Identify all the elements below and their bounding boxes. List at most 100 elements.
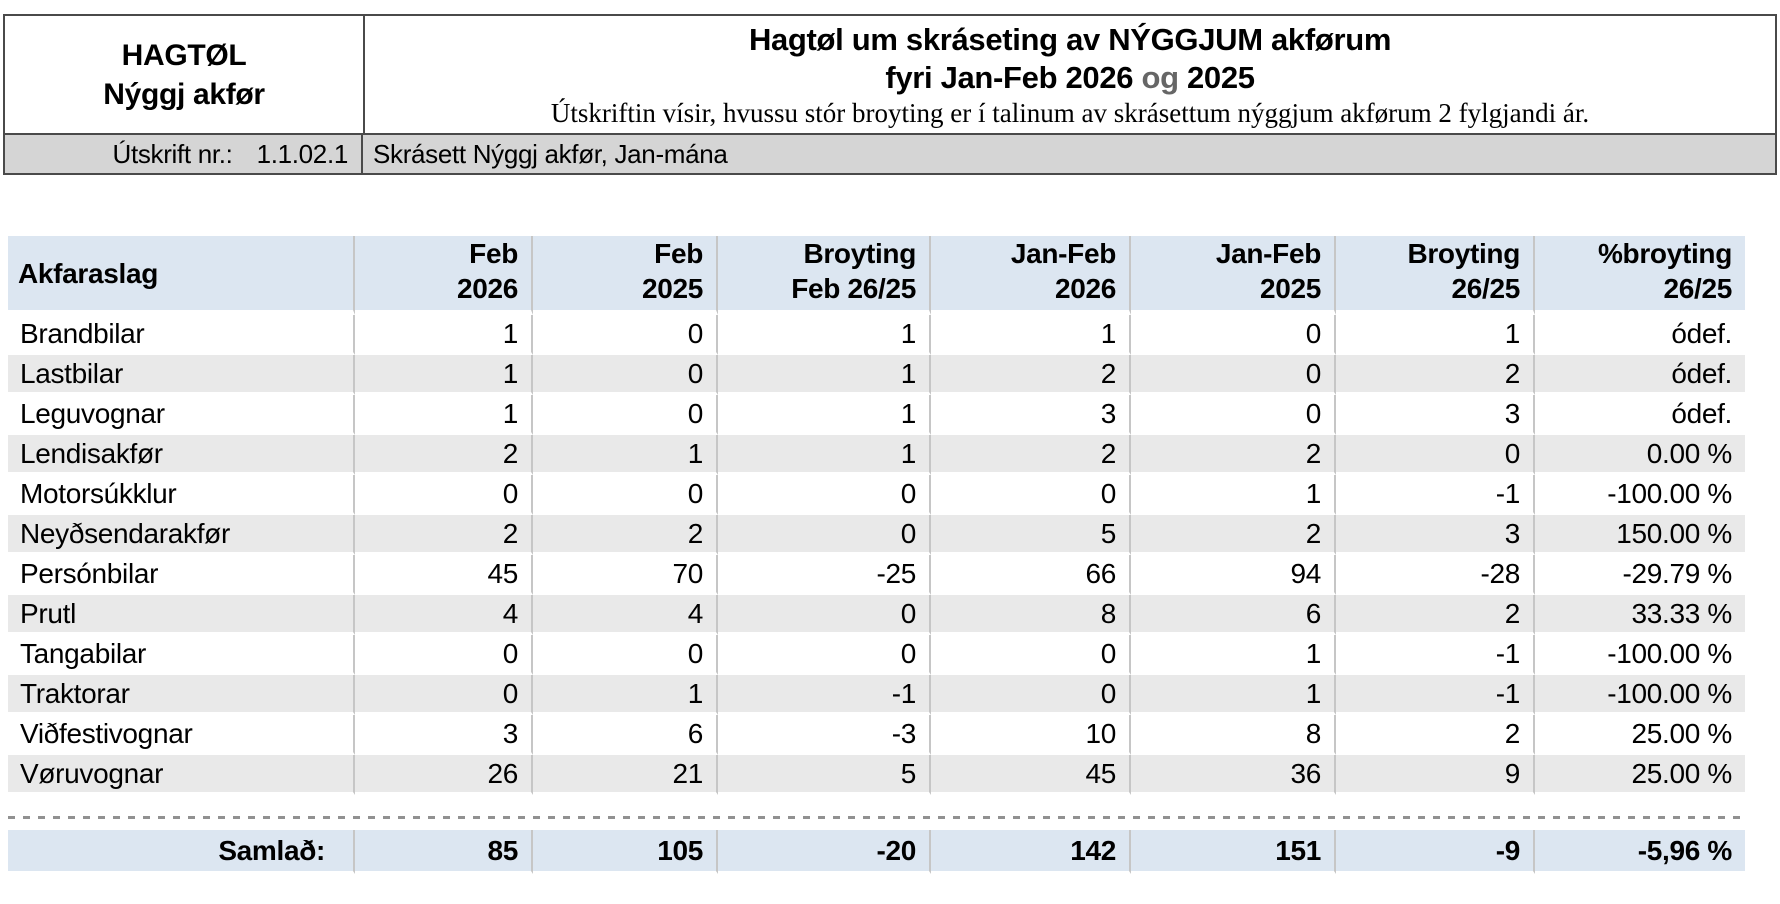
report-description: Útskriftin vísir, hvussu stór broyting e… — [550, 98, 1590, 128]
column-header-broyting-feb: Broyting Feb 26/25 — [718, 236, 931, 315]
table-cell: 0 — [1131, 315, 1336, 355]
table-cell: 25.00 % — [1535, 755, 1745, 795]
table-cell: 0 — [718, 475, 931, 515]
table-cell: 26 — [355, 755, 533, 795]
table-cell: -28 — [1336, 555, 1535, 595]
table-cell: 1 — [718, 315, 931, 355]
table-cell: -100.00 % — [1535, 635, 1745, 675]
table-cell: -1 — [718, 675, 931, 715]
table-cell: 2 — [1336, 355, 1535, 395]
table-cell: -25 — [718, 555, 931, 595]
table-cell: 0 — [1131, 355, 1336, 395]
total-cell: -5,96 % — [1535, 830, 1745, 874]
report-subtitle: fyri Jan-Feb 2026 og 2025 — [365, 59, 1775, 96]
total-cell: 142 — [931, 830, 1131, 874]
table-cell: 0 — [1336, 435, 1535, 475]
table-cell: 0 — [718, 635, 931, 675]
table-cell: 10 — [931, 715, 1131, 755]
table-row: Prutl 4 4 0 8 6 2 33.33 % — [8, 595, 1745, 635]
table-cell: 1 — [1131, 475, 1336, 515]
column-header-broyting: Broyting 26/25 — [1336, 236, 1535, 315]
table-row: Tangabilar 0 0 0 0 1 -1 -100.00 % — [8, 635, 1745, 675]
table-cell: 3 — [931, 395, 1131, 435]
table-cell: 6 — [533, 715, 718, 755]
table-cell: 3 — [1336, 395, 1535, 435]
print-title-cell: Skrásett Nýggj akfør, Jan-mána — [363, 135, 1775, 173]
row-label: Persónbilar — [8, 555, 355, 595]
table-cell: 1 — [718, 355, 931, 395]
column-header-feb-2026: Feb 2026 — [355, 236, 533, 315]
report-title: Hagtøl um skráseting av NÝGGJUM akførum — [748, 22, 1392, 57]
table-cell: 21 — [533, 755, 718, 795]
table-row: Neyðsendarakfør 2 2 0 5 2 3 150.00 % — [8, 515, 1745, 555]
table-cell: 66 — [931, 555, 1131, 595]
table-cell: ódef. — [1535, 355, 1745, 395]
column-header-feb-2025: Feb 2025 — [533, 236, 718, 315]
table-row: Lastbilar 1 0 1 2 0 2 ódef. — [8, 355, 1745, 395]
table-cell: 0 — [533, 395, 718, 435]
table-cell: 33.33 % — [1535, 595, 1745, 635]
table-cell: 0 — [533, 635, 718, 675]
subtitle-conjunction: og — [1141, 60, 1179, 95]
table-cell: 2 — [1336, 715, 1535, 755]
report-logo-cell: HAGTØL Nýggj akfør — [5, 16, 365, 133]
table-cell: 8 — [1131, 715, 1336, 755]
table-cell: 1 — [718, 395, 931, 435]
total-cell: 105 — [533, 830, 718, 874]
table-cell: 2 — [931, 355, 1131, 395]
table-cell: -1 — [1336, 635, 1535, 675]
table-cell: 2 — [1336, 595, 1535, 635]
row-label: Tangabilar — [8, 635, 355, 675]
report-title-cell: Hagtøl um skráseting av NÝGGJUM akførum … — [365, 16, 1775, 133]
table-cell: 1 — [533, 435, 718, 475]
row-label: Vøruvognar — [8, 755, 355, 795]
table-cell: 0.00 % — [1535, 435, 1745, 475]
report-header-box: HAGTØL Nýggj akfør Hagtøl um skráseting … — [3, 14, 1777, 175]
table-cell: 0 — [718, 515, 931, 555]
print-info-bar: Útskrift nr.: 1.1.02.1 Skrásett Nýggj ak… — [5, 133, 1775, 173]
table-cell: 45 — [931, 755, 1131, 795]
table-cell: 0 — [533, 355, 718, 395]
total-separator-dashed-line — [8, 816, 1745, 819]
print-number-cell: Útskrift nr.: 1.1.02.1 — [5, 135, 363, 173]
table-cell: -29.79 % — [1535, 555, 1745, 595]
table-cell: 1 — [718, 435, 931, 475]
column-header-janfeb-2026: Jan-Feb 2026 — [931, 236, 1131, 315]
subtitle-period-prefix: fyri Jan-Feb 2026 — [885, 60, 1134, 95]
table-cell: 150.00 % — [1535, 515, 1745, 555]
table-cell: 1 — [355, 395, 533, 435]
print-number-value: 1.1.02.1 — [256, 138, 349, 169]
table-row: Motorsúkklur 0 0 0 0 1 -1 -100.00 % — [8, 475, 1745, 515]
table-cell: 0 — [931, 475, 1131, 515]
table-cell: -1 — [1336, 675, 1535, 715]
table-cell: 9 — [1336, 755, 1535, 795]
row-label: Motorsúkklur — [8, 475, 355, 515]
table-cell: -100.00 % — [1535, 475, 1745, 515]
table-cell: ódef. — [1535, 395, 1745, 435]
table-cell: 25.00 % — [1535, 715, 1745, 755]
column-header-akfaraslag: Akfaraslag — [8, 236, 355, 315]
total-row-table: Samlað: 85 105 -20 142 151 -9 -5,96 % — [8, 830, 1745, 874]
table-cell: ódef. — [1535, 315, 1745, 355]
table-row: Lendisakfør 2 1 1 2 2 0 0.00 % — [8, 435, 1745, 475]
row-label: Traktorar — [8, 675, 355, 715]
table-cell: 3 — [1336, 515, 1535, 555]
row-label: Leguvognar — [8, 395, 355, 435]
table-cell: 0 — [533, 315, 718, 355]
table-cell: 1 — [931, 315, 1131, 355]
statistics-table: Akfaraslag Feb 2026 Feb 2025 Broyting Feb 2… — [8, 236, 1745, 795]
total-label: Samlað: — [8, 830, 355, 874]
table-cell: 1 — [355, 315, 533, 355]
table-cell: 45 — [355, 555, 533, 595]
total-cell: 151 — [1131, 830, 1336, 874]
table-cell: 2 — [355, 435, 533, 475]
table-cell: 0 — [1131, 395, 1336, 435]
row-label: Prutl — [8, 595, 355, 635]
table-cell: 4 — [355, 595, 533, 635]
table-header-row: Akfaraslag Feb 2026 Feb 2025 Broyting Feb 2… — [8, 236, 1745, 315]
subtitle-period-suffix: 2025 — [1186, 60, 1255, 95]
table-cell: 2 — [931, 435, 1131, 475]
column-header-pct-broyting: %broyting 26/25 — [1535, 236, 1745, 315]
table-cell: 4 — [533, 595, 718, 635]
statistics-table-section: Akfaraslag Feb 2026 Feb 2025 Broyting Feb 2… — [8, 236, 1745, 874]
